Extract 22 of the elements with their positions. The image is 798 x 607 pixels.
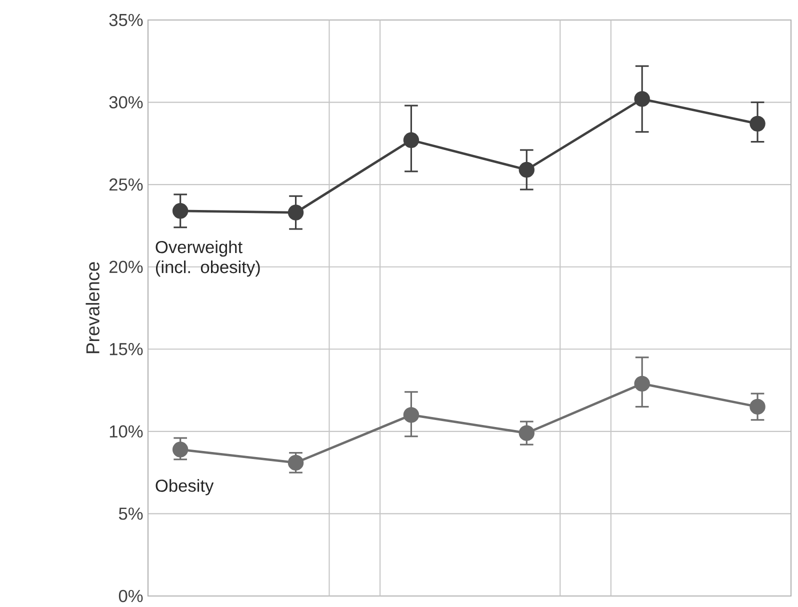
point — [634, 91, 650, 108]
y-tick-label: 25% — [109, 178, 143, 191]
point — [518, 425, 535, 442]
series-label: Obesity — [156, 479, 214, 496]
point — [403, 132, 420, 148]
point — [288, 204, 304, 221]
point — [750, 116, 766, 132]
y-tick-label: 30% — [109, 96, 143, 109]
point — [288, 455, 304, 471]
y-tick-label: 35% — [109, 14, 143, 26]
y-tick-label: 0% — [118, 590, 143, 602]
point — [172, 203, 188, 219]
point — [403, 407, 420, 424]
y-tick-label: 20% — [109, 260, 143, 274]
point — [750, 399, 766, 415]
y-tick-label: 10% — [110, 425, 143, 438]
point — [518, 162, 535, 178]
y-tick-label: 15% — [110, 343, 143, 356]
series-label: Overweight (incl. obesity) — [156, 240, 260, 277]
y-tick-label: 5% — [118, 508, 143, 520]
point — [634, 376, 650, 392]
y-axis-title: Prevalence — [86, 262, 100, 354]
